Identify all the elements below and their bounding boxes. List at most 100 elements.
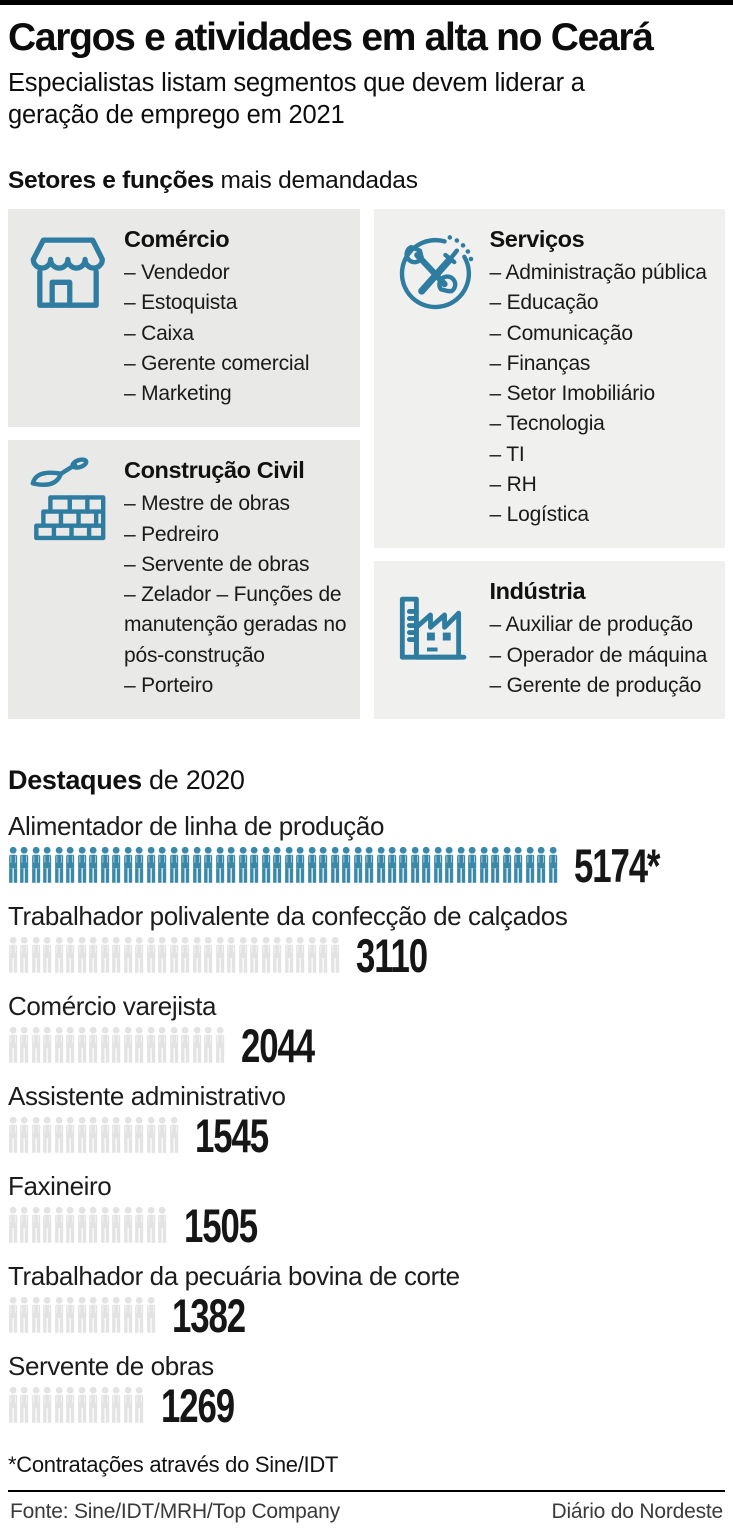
highlights-heading: Destaques de 2020: [8, 765, 725, 796]
person-icon: [158, 936, 167, 973]
person-icon: [123, 1116, 133, 1153]
pictogram-row-label: Assistente administrativo: [8, 1081, 286, 1112]
footnote: *Contratações através do Sine/IDT: [8, 1452, 339, 1478]
person-icon: [169, 1116, 178, 1153]
person-icon: [100, 936, 110, 973]
sector-item: – Estoquista: [124, 291, 238, 315]
person-icon: [100, 1116, 110, 1153]
person-icon: [169, 936, 178, 973]
footer-source: Fonte: Sine/IDT/MRH/Top Company: [10, 1500, 340, 1524]
person-icon: [100, 1026, 110, 1063]
person-icon: [20, 1116, 29, 1153]
person-icon: [227, 846, 236, 883]
person-icon: [330, 936, 339, 973]
person-icon: [204, 936, 213, 973]
pictogram-row-label: Alimentador de linha de produção: [8, 811, 385, 842]
sector-column-left: Comércio – Vendedor – Estoquista – Caixa – …: [8, 209, 360, 720]
sector-item: – Comunicação: [489, 321, 634, 345]
person-icon: [146, 936, 155, 973]
pictogram-row: Servente de obras: [8, 1351, 725, 1432]
person-icon: [66, 1026, 75, 1063]
sectors-heading-bold: Setores e funções: [8, 167, 214, 195]
storefront-icon: [24, 226, 112, 314]
person-icon: [32, 846, 41, 883]
sector-box-comercio: Comércio – Vendedor – Estoquista – Caixa – …: [8, 209, 360, 428]
person-icon: [215, 1026, 224, 1063]
person-icon: [330, 846, 339, 883]
person-icon: [9, 1386, 18, 1423]
sector-item: – Zelador – Funções de manutenção gerada…: [124, 583, 347, 667]
person-icon: [365, 846, 374, 883]
person-icon: [192, 1026, 201, 1063]
sector-item: – Vendedor: [124, 261, 230, 285]
person-icons: [8, 1025, 226, 1065]
person-icon: [284, 936, 293, 973]
person-icon: [169, 846, 178, 883]
person-icon: [43, 1026, 52, 1063]
highlights-heading-bold: Destaques: [8, 765, 142, 796]
person-icon: [319, 936, 328, 973]
pictogram-chart: Alimentador de linha de produção: [8, 811, 725, 1432]
person-icon: [399, 846, 408, 883]
sector-item: – Gerente de produção: [489, 673, 702, 697]
person-icon: [250, 846, 259, 883]
sector-title: Serviços: [489, 226, 585, 253]
person-icon: [135, 1026, 144, 1063]
highlights-section: Destaques de 2020 Alimentador de linha d…: [8, 765, 725, 1432]
person-icons: [8, 845, 559, 885]
person-icon: [78, 1026, 87, 1063]
pictogram-row-label: Trabalhador da pecuária bovina de corte: [8, 1261, 460, 1292]
sector-box-servicos: Serviços – Administração pública – Educaç…: [373, 209, 725, 549]
person-icon: [43, 936, 52, 973]
sector-list: – Vendedor – Estoquista – Caixa – Gerente c…: [124, 258, 348, 409]
person-icon: [261, 936, 270, 973]
person-icon: [307, 846, 316, 883]
person-icon: [273, 846, 282, 883]
person-icon: [296, 846, 305, 883]
sector-list: – Administração pública – Educação – Comun…: [490, 258, 714, 530]
person-icon: [468, 846, 477, 883]
person-icon: [9, 846, 18, 883]
person-icon: [112, 846, 121, 883]
person-icon: [32, 1386, 41, 1423]
person-icon: [491, 846, 500, 883]
sector-item: – RH: [489, 472, 537, 496]
person-icon: [89, 936, 98, 973]
person-icon: [123, 1296, 133, 1333]
person-icon: [55, 1386, 64, 1423]
person-icon: [227, 936, 236, 973]
person-icon: [192, 846, 201, 883]
person-icon: [78, 1206, 87, 1243]
person-icon: [20, 1206, 29, 1243]
pictogram-row-value: 1269: [160, 1378, 235, 1432]
person-icon: [89, 1296, 98, 1333]
person-icon: [89, 1386, 98, 1423]
person-icon: [123, 1026, 133, 1063]
person-icon: [43, 1296, 52, 1333]
person-icon: [66, 1116, 75, 1153]
person-icon: [411, 846, 420, 883]
person-icon: [181, 1026, 190, 1063]
person-icon: [146, 1116, 155, 1153]
pictogram-row: Trabalhador polivalente da confecção de …: [8, 901, 725, 982]
sector-item: – Operador de máquina: [489, 643, 708, 667]
person-icon: [307, 936, 316, 973]
person-icon: [388, 846, 397, 883]
person-icon: [32, 1296, 41, 1333]
person-icon: [250, 936, 259, 973]
person-icon: [89, 1206, 98, 1243]
person-icon: [32, 936, 41, 973]
sector-box-industria: Indústria – Auxiliar de produção – Operad…: [373, 561, 725, 720]
highlights-heading-rest: de 2020: [141, 765, 245, 796]
sector-column-right: Serviços – Administração pública – Educaç…: [373, 209, 725, 720]
sector-item: – Educação: [489, 291, 599, 315]
pictogram-row: Faxineiro: [8, 1171, 725, 1252]
page-subtitle: Especialistas listam segmentos que devem…: [8, 69, 585, 130]
person-icons: [8, 1295, 157, 1335]
person-icon: [89, 1116, 98, 1153]
person-icon: [204, 1026, 213, 1063]
person-icon: [261, 846, 270, 883]
person-icon: [78, 936, 87, 973]
pictogram-row-value: 1382: [172, 1288, 246, 1342]
sectors-heading: Setores e funções mais demandadas: [8, 167, 725, 195]
